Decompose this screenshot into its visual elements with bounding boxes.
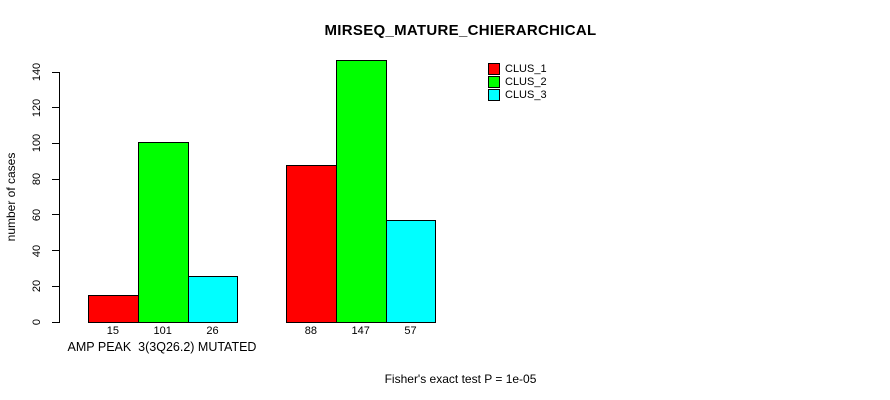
y-tick-label: 60 bbox=[31, 208, 43, 221]
legend-row: CLUS_2 bbox=[488, 75, 547, 88]
y-axis-tick bbox=[52, 285, 59, 287]
bar-value-label: 15 bbox=[106, 325, 120, 337]
y-tick-label: 20 bbox=[31, 280, 43, 293]
y-axis-tick bbox=[52, 71, 59, 73]
chart-title: MIRSEQ_MATURE_CHIERARCHICAL bbox=[324, 22, 597, 39]
bar-value-label: 88 bbox=[304, 325, 318, 337]
bar-clus_2-group1 bbox=[137, 141, 189, 323]
y-axis-tick bbox=[52, 178, 59, 180]
y-axis-tick bbox=[52, 142, 59, 144]
legend-swatch-clus_1 bbox=[488, 62, 500, 75]
y-tick-label: 40 bbox=[31, 244, 43, 257]
legend-label: CLUS_2 bbox=[505, 75, 547, 88]
bar-value-label: 26 bbox=[206, 325, 219, 337]
y-tick-label: 100 bbox=[31, 134, 43, 153]
y-axis-tick bbox=[52, 107, 59, 109]
legend-swatch-clus_3 bbox=[488, 88, 500, 101]
legend: CLUS_1 CLUS_2 CLUS_3 bbox=[488, 62, 547, 101]
bar-value-label: 147 bbox=[351, 325, 370, 337]
y-axis-tick bbox=[52, 321, 59, 323]
y-tick-label: 140 bbox=[31, 62, 43, 82]
legend-row: CLUS_3 bbox=[488, 88, 547, 101]
bar-clus_3-group1 bbox=[187, 275, 239, 323]
bar-clus_2-group2 bbox=[335, 59, 387, 323]
legend-row: CLUS_1 bbox=[488, 62, 547, 75]
y-axis-tick bbox=[52, 214, 59, 216]
legend-label: CLUS_3 bbox=[505, 88, 547, 101]
y-tick-label: 0 bbox=[31, 318, 43, 326]
y-tick-label: 80 bbox=[31, 173, 43, 186]
y-axis-tick bbox=[52, 250, 59, 252]
bar-clus_3-group2 bbox=[385, 220, 437, 323]
y-tick-label: 120 bbox=[31, 98, 43, 117]
bar-clus_1-group1 bbox=[88, 295, 139, 323]
legend-swatch-clus_2 bbox=[488, 75, 500, 88]
fisher-test-note: Fisher's exact test P = 1e-05 bbox=[384, 372, 537, 386]
bar-clus_1-group2 bbox=[286, 164, 337, 323]
bar-value-label: 57 bbox=[404, 325, 417, 337]
bar-value-label: 101 bbox=[153, 325, 172, 337]
y-axis-label: number of cases bbox=[4, 152, 18, 242]
x-category-label: AMP PEAK 3(3Q26.2) MUTATED bbox=[67, 340, 257, 354]
legend-label: CLUS_1 bbox=[505, 62, 547, 75]
y-axis-line bbox=[59, 72, 60, 323]
